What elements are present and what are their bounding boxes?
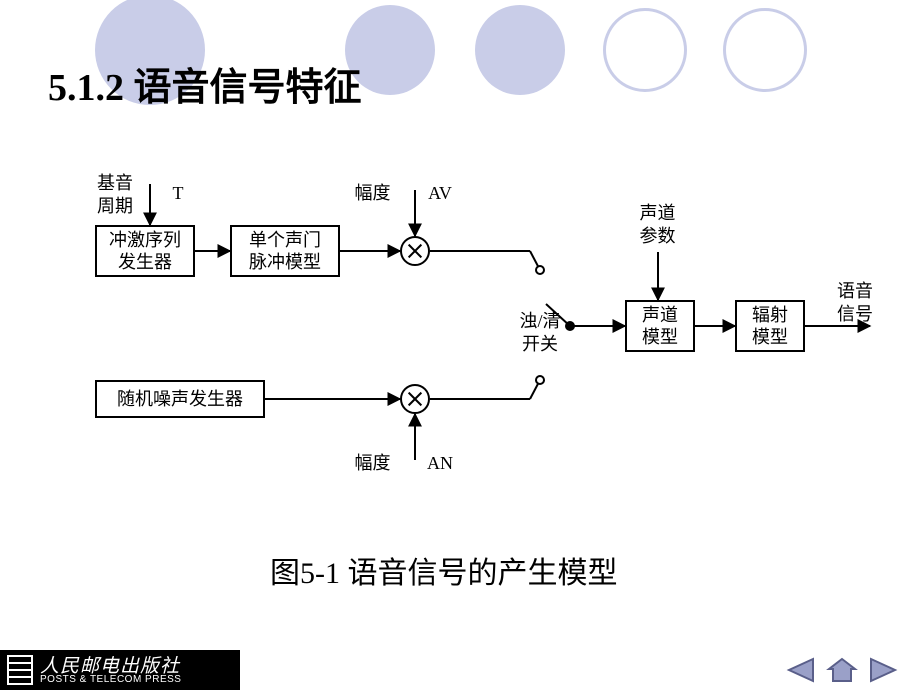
- node-multAV: [400, 236, 430, 266]
- node-radiate: 辐射 模型: [735, 300, 805, 352]
- decor-circle: [475, 5, 565, 95]
- node-impulse: 冲激序列 发生器: [95, 225, 195, 277]
- footer: 人民邮电出版社 POSTS & TELECOM PRESS: [0, 650, 920, 690]
- publisher-name-en: POSTS & TELECOM PRESS: [40, 674, 181, 685]
- label-AV: AV: [420, 182, 460, 205]
- label-ampAN_l: 幅度: [350, 452, 395, 475]
- next-button[interactable]: [866, 656, 902, 684]
- node-noise: 随机噪声发生器: [95, 380, 265, 418]
- decor-circle: [723, 8, 807, 92]
- label-AN: AN: [420, 452, 460, 475]
- diagram-area: 冲激序列 发生器单个声门 脉冲模型随机噪声发生器 声道 模型辐射 模型 基音 周期…: [70, 170, 880, 520]
- figure-caption: 图5-1 语音信号的产生模型: [270, 548, 618, 592]
- label-output: 语音 信号: [830, 280, 880, 325]
- prev-icon: [783, 657, 817, 683]
- next-icon: [867, 657, 901, 683]
- logo-mark-icon: [2, 650, 38, 690]
- page-title: 5.1.2 语音信号特征: [48, 56, 362, 111]
- label-pitch: 基音 周期: [90, 172, 140, 217]
- home-icon: [825, 657, 859, 683]
- prev-button[interactable]: [782, 656, 818, 684]
- home-button[interactable]: [824, 656, 860, 684]
- label-vparams: 声道 参数: [630, 202, 685, 247]
- label-T: T: [168, 182, 188, 205]
- label-switchlbl: 浊/清 开关: [510, 310, 570, 355]
- publisher-logo: 人民邮电出版社 POSTS & TELECOM PRESS: [0, 650, 240, 690]
- label-ampAV_l: 幅度: [350, 182, 395, 205]
- node-glottal: 单个声门 脉冲模型: [230, 225, 340, 277]
- node-multAN: [400, 384, 430, 414]
- decor-circle: [603, 8, 687, 92]
- node-vocal: 声道 模型: [625, 300, 695, 352]
